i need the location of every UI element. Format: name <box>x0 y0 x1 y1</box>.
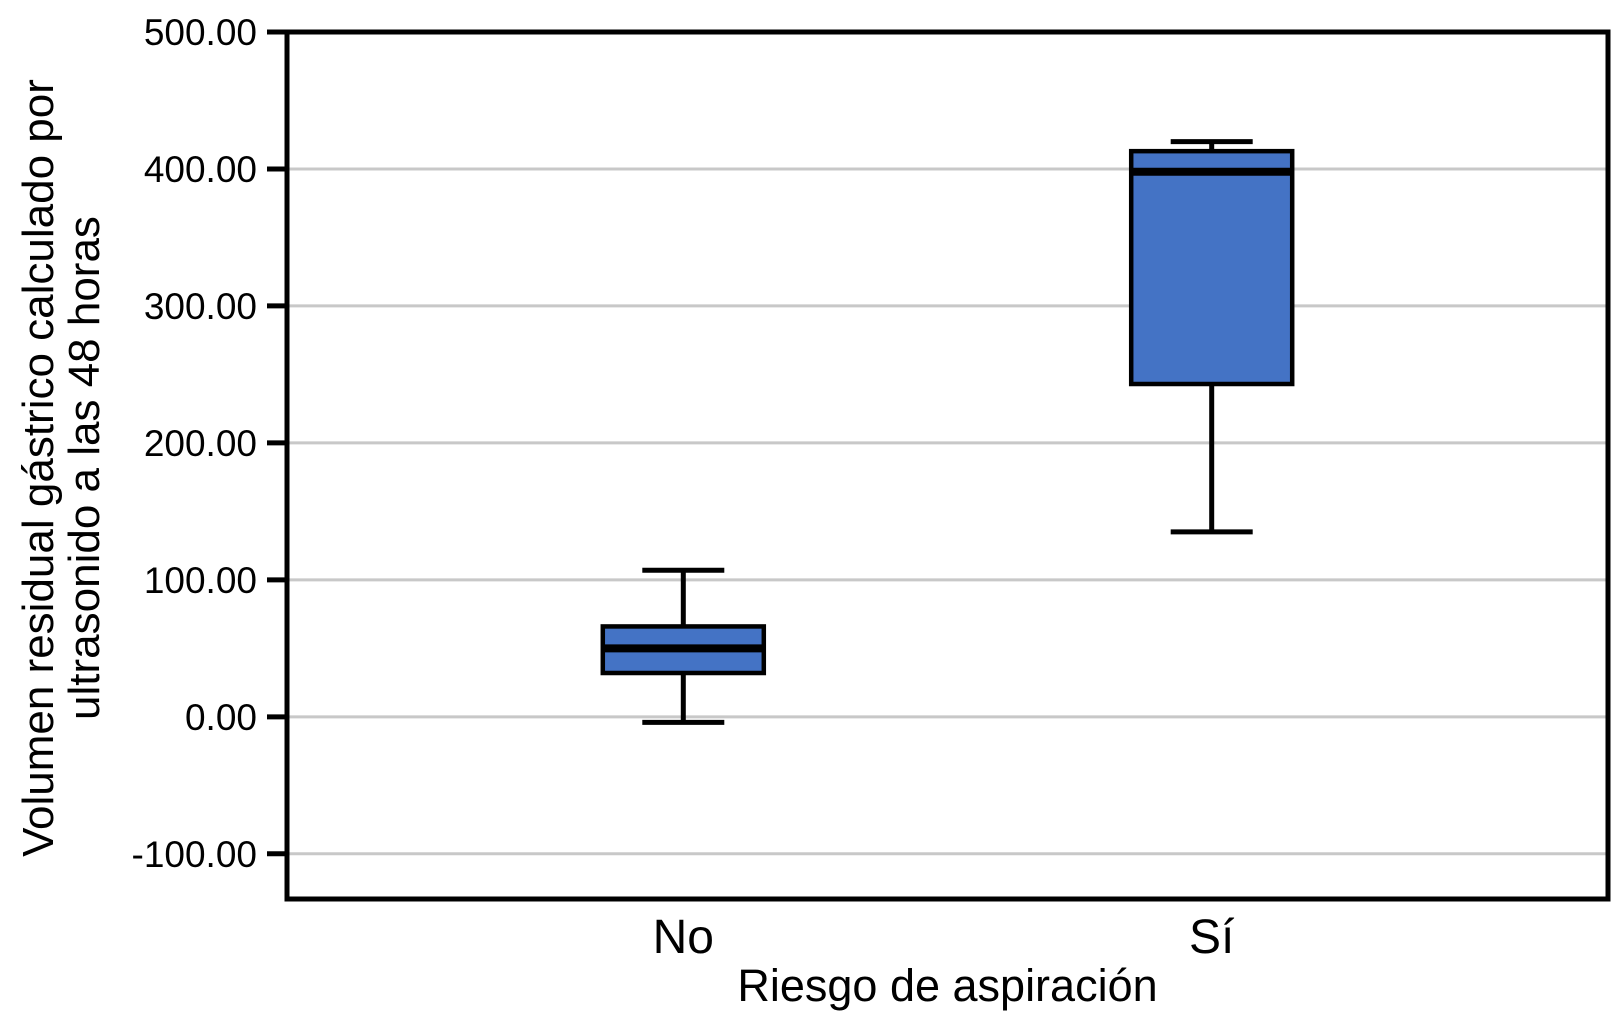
y-axis-title: Volumen residual gástrico calculado por … <box>14 79 109 857</box>
boxplot-si <box>1128 139 1295 535</box>
y-tick-label: 200.00 <box>144 423 257 464</box>
y-tick-label: -100.00 <box>132 834 258 875</box>
x-category-label: Sí <box>1189 911 1235 964</box>
y-axis-title-line-1: Volumen residual gástrico calculado por <box>14 79 63 857</box>
y-tick-label: 0.00 <box>185 697 257 738</box>
x-axis-title: Riesgo de aspiración <box>737 960 1158 1011</box>
boxplot-no <box>600 567 767 725</box>
y-tick-label: 500.00 <box>144 12 257 53</box>
x-category-label: No <box>653 911 714 964</box>
iqr-box <box>1128 148 1295 387</box>
y-tick-label: 100.00 <box>144 560 257 601</box>
y-axis-title-line-2: ultrasonido a las 48 horas <box>60 216 109 720</box>
y-tick-label: 300.00 <box>144 286 257 327</box>
plot-frame <box>284 29 1611 902</box>
y-tick-label: 400.00 <box>144 149 257 190</box>
